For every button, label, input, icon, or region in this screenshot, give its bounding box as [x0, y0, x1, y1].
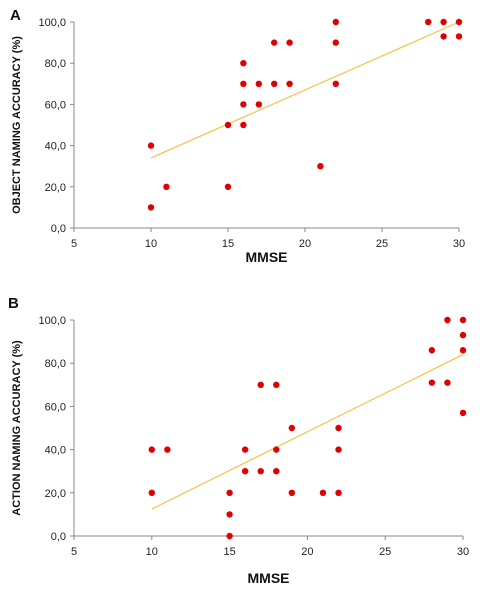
data-point — [440, 18, 447, 26]
data-point — [332, 39, 339, 46]
y-tick-label: 60,0 — [45, 99, 66, 111]
data-point — [273, 381, 280, 388]
data-point — [240, 80, 247, 88]
y-tick-label: 20,0 — [45, 488, 66, 500]
data-point — [440, 33, 447, 40]
x-tick-label: 25 — [376, 238, 388, 250]
y-axis-label: ACTION NAMING ACCURACY (%) — [11, 340, 23, 516]
data-point — [335, 424, 342, 432]
data-point — [241, 468, 249, 475]
data-point — [425, 18, 432, 26]
y-tick-label: 0,0 — [51, 223, 66, 235]
x-tick-label: 25 — [379, 546, 391, 558]
data-point — [224, 183, 232, 190]
y-tick-label: 80,0 — [45, 358, 66, 370]
data-point — [455, 18, 463, 26]
data-point — [147, 204, 155, 211]
x-tick-label: 5 — [71, 546, 77, 558]
x-tick-label: 5 — [71, 238, 77, 250]
data-point — [428, 347, 436, 354]
data-point — [226, 511, 233, 518]
x-axis-label: MMSE — [246, 249, 288, 265]
x-tick-label: 10 — [145, 238, 157, 250]
data-point — [271, 39, 278, 46]
data-point — [240, 121, 247, 129]
trendline — [151, 354, 464, 510]
y-tick-label: 60,0 — [45, 401, 66, 413]
data-point — [257, 468, 264, 475]
x-tick-label: 20 — [299, 238, 311, 250]
trendline — [150, 21, 460, 159]
data-point — [459, 316, 467, 324]
data-point — [148, 446, 155, 453]
panel-letter: A — [10, 7, 21, 24]
data-point — [335, 446, 342, 453]
data-point — [455, 33, 463, 40]
panel-b: B 0,0 20,0 40,0 60,0 80,0 100,0 5 10 15 20 25 30 MMSE… — [8, 295, 469, 586]
data-point — [444, 379, 451, 386]
x-tick-label: 30 — [453, 238, 465, 250]
x-tick-label: 15 — [223, 546, 235, 558]
data-point — [147, 142, 155, 149]
data-point — [317, 163, 324, 170]
data-point — [459, 409, 467, 417]
panel-letter: B — [8, 295, 19, 312]
y-axis-label: OBJECT NAMING ACCURACY (%) — [11, 36, 23, 214]
x-tick-label: 15 — [222, 238, 234, 250]
data-point — [240, 101, 247, 108]
y-tick-label: 40,0 — [45, 141, 66, 153]
data-point — [255, 80, 262, 88]
data-point — [224, 121, 232, 129]
data-point — [257, 381, 264, 388]
data-point — [332, 18, 339, 26]
y-tick-label: 100,0 — [38, 17, 66, 29]
data-point — [335, 489, 342, 496]
x-tick-label: 10 — [146, 546, 158, 558]
data-point — [319, 489, 327, 496]
y-tick-label: 40,0 — [45, 445, 66, 457]
data-point — [164, 446, 171, 453]
data-point — [428, 379, 436, 386]
data-point — [226, 532, 233, 540]
data-point — [240, 60, 247, 67]
data-point — [273, 468, 280, 475]
data-point — [271, 80, 278, 88]
data-point — [163, 183, 170, 190]
y-tick-label: 80,0 — [45, 58, 66, 70]
data-point — [459, 331, 467, 339]
y-tick-label: 100,0 — [38, 315, 66, 327]
x-tick-label: 30 — [457, 546, 469, 558]
panel-a: A 0,0 20,0 40,0 60,0 80,0 100,0 5 10 15 20 25 30 MMSE… — [10, 7, 465, 265]
data-point — [332, 80, 339, 88]
data-point — [148, 489, 155, 496]
x-axis-label: MMSE — [248, 570, 290, 586]
data-point — [241, 446, 249, 453]
data-point — [226, 489, 233, 496]
data-point — [286, 80, 293, 88]
y-tick-label: 20,0 — [45, 182, 66, 194]
data-point — [273, 446, 280, 453]
data-point — [444, 316, 451, 324]
data-point — [255, 101, 262, 108]
y-tick-label: 0,0 — [51, 531, 66, 543]
data-point — [459, 347, 467, 354]
data-point — [286, 39, 293, 46]
x-tick-label: 20 — [301, 546, 313, 558]
data-point — [288, 424, 296, 432]
data-point — [288, 489, 296, 496]
